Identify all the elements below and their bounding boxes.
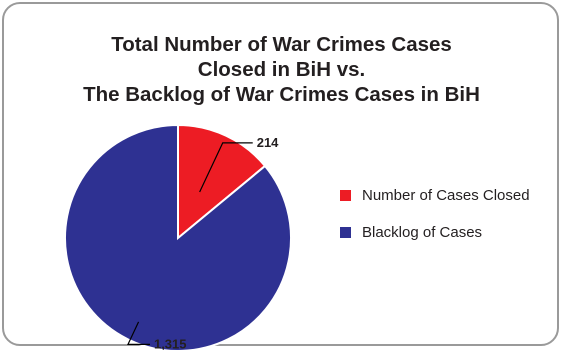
slice-cases-closed: [177, 123, 267, 241]
data-label-cases-closed: 214: [257, 135, 279, 150]
chart-title: Total Number of War Crimes Cases Closed …: [0, 32, 563, 107]
legend-swatch-cases-closed: [340, 190, 351, 201]
chart-title-line-3: The Backlog of War Crimes Cases in BiH: [83, 83, 480, 106]
leader-line: [199, 142, 253, 193]
legend-label-cases-closed: Number of Cases Closed: [362, 187, 530, 204]
chart-title-line-2: Closed in BiH vs.: [197, 58, 366, 81]
legend-label-backlog: Blacklog of Cases: [362, 224, 483, 241]
chart-title-line-1: Total Number of War Crimes Cases: [111, 33, 452, 56]
data-label-backlog: 1,315: [154, 336, 187, 350]
leader-line: [127, 321, 150, 345]
legend-swatch-backlog: [340, 227, 351, 238]
